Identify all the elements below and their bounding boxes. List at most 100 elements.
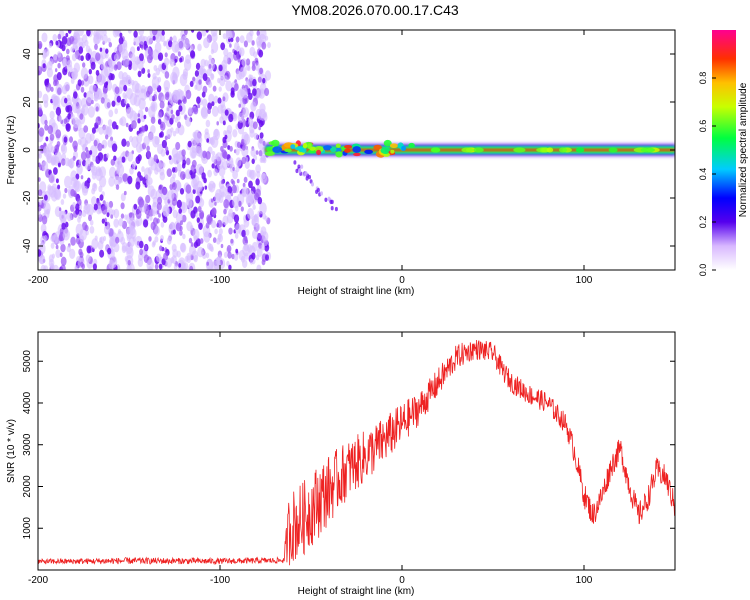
noise-speckle [66, 48, 70, 55]
colorbar-tick-label: 0.4 [698, 168, 708, 181]
noise-speckle [38, 145, 42, 157]
noise-speckle [47, 125, 54, 135]
noise-speckle [193, 254, 198, 263]
noise-speckle [224, 134, 228, 140]
noise-speckle [72, 155, 76, 161]
noise-speckle [198, 79, 202, 85]
noise-speckle [135, 209, 142, 219]
noise-speckle [50, 146, 55, 154]
noise-speckle [120, 116, 127, 127]
noise-speckle [240, 255, 246, 263]
band-blob [353, 152, 361, 157]
noise-speckle [118, 71, 124, 80]
noise-speckle [211, 105, 219, 117]
noise-speckle [226, 245, 232, 253]
noise-speckle [67, 30, 72, 34]
noise-speckle [228, 264, 232, 270]
snr-xtick-label: -200 [28, 575, 48, 586]
spectrogram-xtick-label: 0 [399, 275, 405, 286]
colorbar-gradient [712, 30, 736, 270]
noise-speckle [97, 116, 101, 122]
noise-speckle [179, 188, 185, 195]
noise-speckle [69, 136, 73, 143]
noise-speckle [203, 177, 207, 184]
noise-speckle [46, 155, 52, 163]
noise-speckle [187, 107, 193, 115]
band-blob [352, 146, 362, 153]
noise-speckle [244, 252, 249, 260]
noise-speckle [66, 212, 73, 222]
noise-speckle [264, 87, 270, 97]
noise-speckle [144, 106, 149, 113]
noise-speckle [91, 99, 94, 105]
noise-speckle [241, 156, 247, 165]
noise-speckle [212, 85, 217, 92]
noise-speckle [117, 177, 122, 185]
noise-speckle [203, 37, 210, 49]
noise-speckle [165, 257, 173, 268]
noise-speckle [157, 196, 163, 205]
noise-speckle [102, 30, 107, 37]
noise-speckle [123, 84, 128, 92]
noise-speckle [179, 73, 188, 87]
noise-speckle [77, 138, 82, 145]
trail-speckle [320, 191, 323, 196]
noise-speckle [154, 42, 162, 53]
band-blob [408, 142, 415, 148]
noise-speckle [196, 96, 201, 104]
noise-speckle [210, 73, 214, 79]
noise-speckle [172, 130, 177, 137]
noise-speckle [83, 125, 89, 133]
noise-speckle [264, 70, 272, 81]
noise-speckle [154, 160, 163, 172]
noise-speckle [201, 30, 207, 37]
noise-speckle [126, 106, 134, 119]
noise-speckle [87, 75, 94, 85]
spectrogram-xtick-label: -200 [28, 275, 48, 286]
noise-speckle [256, 40, 262, 49]
noise-speckle [251, 218, 256, 226]
noise-speckle [257, 34, 261, 41]
noise-speckle [158, 132, 163, 138]
band-blob [513, 147, 526, 153]
snr-series-line [38, 339, 675, 566]
noise-speckle [97, 73, 105, 86]
trail-speckle [330, 199, 334, 205]
noise-speckle [139, 248, 144, 256]
noise-speckle [205, 30, 209, 33]
noise-speckle [105, 134, 109, 140]
noise-speckle [162, 186, 168, 196]
noise-speckle [40, 264, 46, 270]
noise-speckle [257, 210, 261, 216]
noise-speckle [67, 71, 72, 77]
noise-speckle [235, 248, 239, 254]
noise-speckle [165, 146, 169, 152]
noise-speckle [90, 61, 96, 70]
noise-speckle [213, 95, 219, 104]
noise-speckle [98, 126, 104, 135]
noise-speckle [206, 214, 213, 224]
noise-speckle [211, 150, 216, 157]
noise-speckle [153, 154, 159, 162]
noise-speckle [157, 52, 164, 61]
noise-speckle [145, 194, 151, 204]
noise-speckle [95, 30, 104, 39]
noise-speckle [87, 54, 91, 60]
noise-speckle [248, 92, 253, 101]
noise-speckle [177, 51, 181, 57]
noise-speckle [107, 37, 111, 44]
noise-speckle [79, 113, 84, 120]
noise-speckle [101, 205, 108, 215]
noise-speckle [190, 242, 194, 247]
noise-speckle [78, 159, 82, 165]
band-blob [335, 147, 342, 153]
colorbar-ticks: 0.0 0.2 0.4 0.6 0.8 [698, 72, 716, 276]
noise-speckle [189, 170, 193, 176]
noise-speckle [78, 46, 84, 54]
noise-speckle [80, 55, 84, 62]
noise-speckle [55, 129, 62, 139]
noise-speckle [122, 173, 128, 182]
snr-xtick-label: -100 [210, 575, 230, 586]
noise-speckle [169, 36, 173, 42]
noise-speckle [72, 101, 80, 114]
